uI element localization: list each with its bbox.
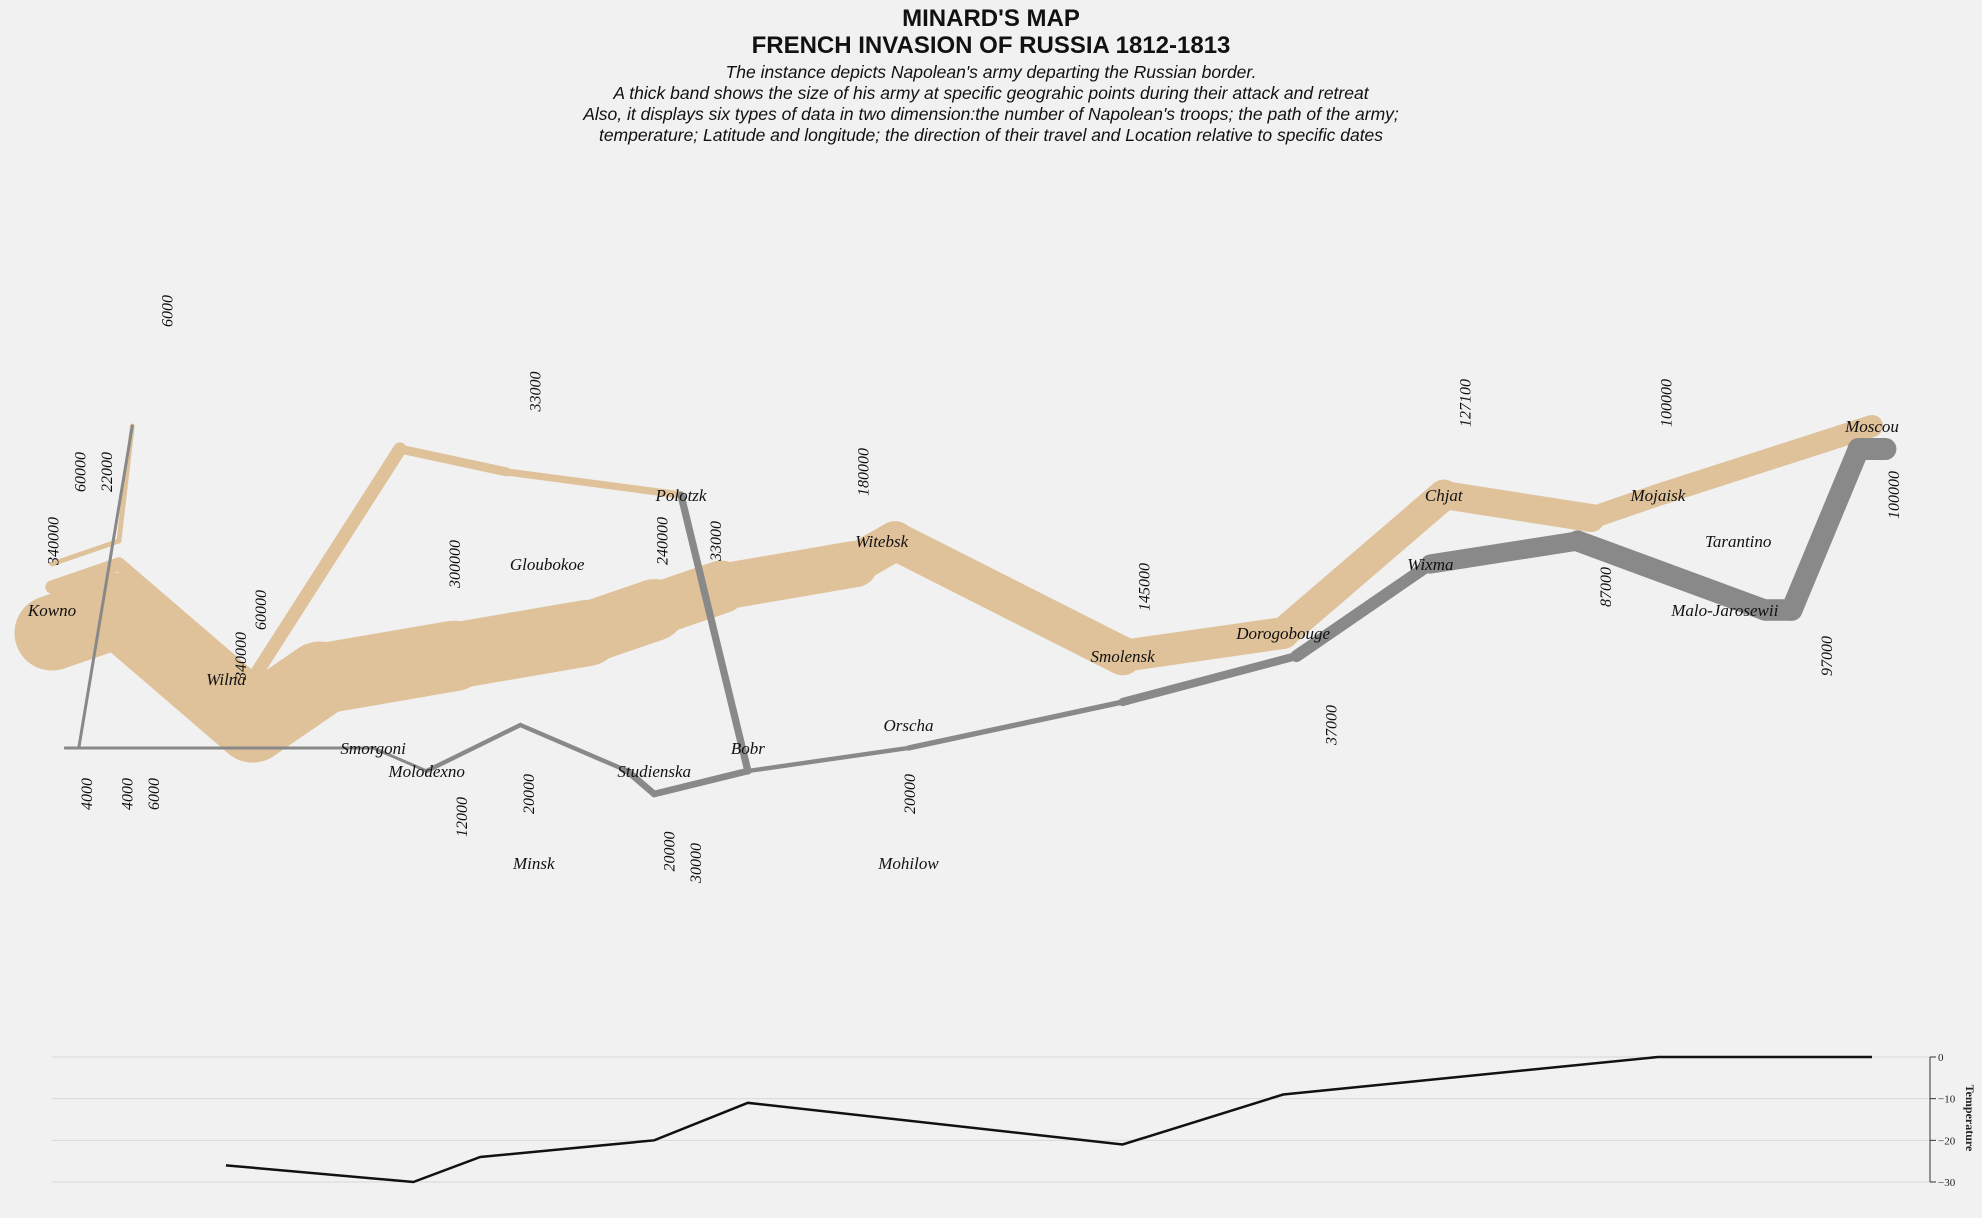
troop-count-label: 87000 [1598, 567, 1615, 607]
retreat-segment [1780, 438, 1870, 621]
advance-segment [1267, 479, 1460, 649]
troop-count-label: 20000 [661, 832, 678, 872]
city-label: Mojaisk [1629, 486, 1685, 505]
troop-count-label: 60000 [72, 452, 89, 492]
city-label: Wilna [206, 670, 246, 689]
troop-count-label: 97000 [1819, 636, 1836, 676]
troop-count-label: 20000 [902, 774, 919, 814]
retreat-segment [745, 745, 911, 774]
temperature-chart: 0 −10 −20 −30 Temperature [52, 1052, 1977, 1189]
retreat-segment [77, 424, 134, 750]
advance-segment [503, 468, 685, 499]
city-label: Malo-Jarosewii [1670, 601, 1778, 620]
city-label: Dorogobouge [1235, 624, 1330, 643]
retreat-segment [518, 722, 630, 774]
advance-path-group-2 [45, 442, 685, 686]
city-label: Moscou [1844, 417, 1899, 436]
retreat-segment [650, 767, 752, 798]
troop-count-label: 30000 [688, 843, 705, 884]
temperature-y-axis: 0 −10 −20 −30 [1929, 1052, 1956, 1189]
chart-title-line2: FRENCH INVASION OF RUSSIA 1812-1813 [752, 32, 1231, 59]
retreat-path-group-1 [63, 437, 1897, 797]
retreat-segment [1420, 531, 1588, 574]
temperature-grid [52, 1056, 1930, 1183]
retreat-segment [677, 491, 752, 775]
advance-segment [875, 521, 1142, 676]
city-label: Tarantino [1705, 532, 1771, 551]
troop-paths [14, 414, 1897, 798]
retreat-segment [1567, 530, 1776, 621]
subtitle-line-3: Also, it displays six types of data in t… [582, 104, 1399, 124]
advance-segment [112, 557, 260, 686]
city-label: Kowno [27, 601, 76, 620]
troop-count-labels: 6000220006000034000060000340000300000330… [46, 295, 1903, 884]
troop-count-label: 300000 [447, 540, 464, 589]
retreat-segment [624, 767, 658, 798]
troop-count-label: 100000 [1886, 471, 1903, 519]
retreat-segment [424, 722, 523, 774]
troop-count-label: 340000 [46, 517, 63, 566]
temperature-tick-label: 0 [1938, 1052, 1944, 1064]
retreat-segment [1118, 651, 1301, 707]
city-label: Witebsk [855, 532, 908, 551]
troop-count-label: 6000 [159, 295, 176, 327]
advance-segment [1429, 480, 1605, 533]
city-label: Minsk [512, 854, 555, 873]
troop-count-label: 60000 [253, 590, 270, 630]
subtitle-line-4: temperature; Latitude and longitude; the… [599, 125, 1383, 145]
troop-count-label: 127100 [1458, 379, 1475, 427]
city-label: Smolensk [1090, 647, 1155, 666]
temperature-axis-label: Temperature [1963, 1085, 1977, 1152]
troop-count-label: 6000 [146, 778, 163, 810]
retreat-path-group-2 [624, 491, 752, 798]
retreat-path-group-3 [63, 424, 134, 750]
advance-segment [395, 444, 512, 477]
city-labels: Kowno Wilna Smorgoni Molodexno Gloubokoe Mins… [27, 417, 1899, 873]
advance-segment [1106, 617, 1300, 672]
troop-count-label: 37000 [1324, 705, 1341, 746]
temperature-tick-label: −30 [1938, 1177, 1956, 1189]
city-label: Polotzk [654, 486, 706, 505]
city-label: Mohilow [877, 854, 939, 873]
city-label: Molodexno [387, 762, 464, 781]
troop-count-label: 180000 [855, 448, 872, 496]
subtitle-line-2: A thick band shows the size of his army … [612, 83, 1369, 103]
troop-count-label: 100000 [1658, 379, 1675, 427]
advance-segment [1579, 483, 1669, 530]
advance-segment [246, 442, 407, 686]
troop-count-label: 4000 [119, 778, 136, 810]
troop-count-label: 4000 [79, 778, 96, 810]
city-label: Gloubokoe [510, 555, 585, 574]
city-label: Wixma [1407, 555, 1453, 574]
chart-title-line1: MINARD'S MAP [902, 5, 1080, 32]
troop-count-label: 145000 [1136, 563, 1153, 611]
city-label: Smorgoni [340, 739, 406, 758]
retreat-segment [371, 746, 429, 773]
subtitle-line-1: The instance depicts Napolean's army dep… [726, 62, 1257, 82]
city-label: Chjat [1425, 486, 1464, 505]
troop-count-label: 20000 [521, 774, 538, 814]
retreat-segment [1290, 557, 1437, 663]
temperature-tick-label: −10 [1938, 1094, 1956, 1106]
advance-path-group-1 [14, 414, 1884, 763]
advance-segment [49, 538, 122, 567]
troop-count-label: 240000 [655, 517, 672, 565]
troop-count-label: 33000 [527, 372, 544, 413]
temperature-line [225, 1055, 1872, 1184]
retreat-segment [905, 699, 1126, 751]
city-label: Studienska [617, 762, 691, 781]
temperature-tick-label: −20 [1938, 1135, 1956, 1147]
advance-segment [1646, 414, 1884, 507]
advance-segment [697, 540, 879, 611]
troop-count-label: 22000 [99, 452, 116, 492]
troop-count-label: 12000 [454, 797, 471, 837]
troop-count-label: 340000 [233, 632, 250, 681]
city-label: Bobr [731, 739, 765, 758]
city-label: Orscha [883, 716, 933, 735]
troop-count-label: 33000 [708, 521, 725, 562]
